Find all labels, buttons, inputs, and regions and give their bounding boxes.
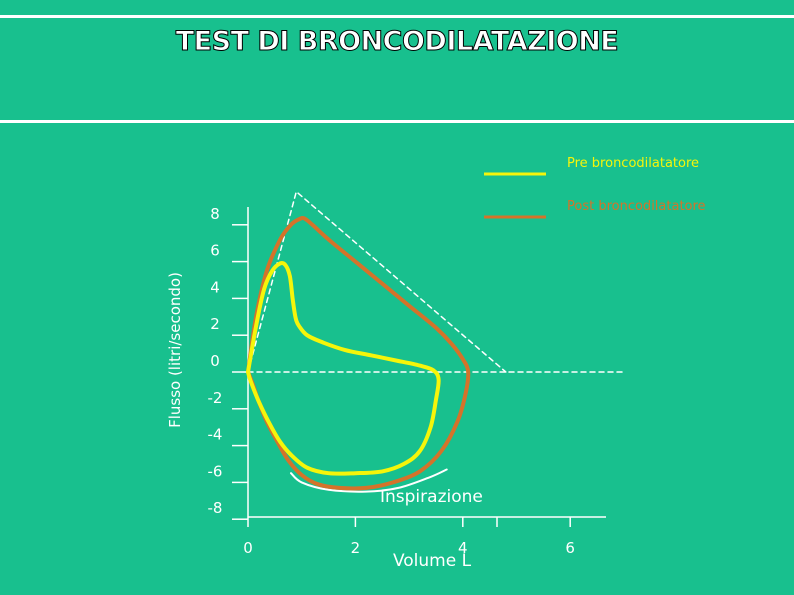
y-tick-label: 2 <box>210 315 220 333</box>
y-ticks: 8 6 4 2 0 -2 -4 -6 -8 <box>208 205 248 520</box>
x-tick-label: 2 <box>351 539 361 557</box>
x-tick-label: 0 <box>243 539 253 557</box>
predicted-inspiration-curve <box>290 468 448 493</box>
y-tick-label: -2 <box>208 389 223 407</box>
legend-label: Post broncodilatatore <box>567 199 706 214</box>
legend-label: Pre broncodilatatore <box>567 156 699 171</box>
y-tick-label: -4 <box>208 426 223 444</box>
pre-bronchodilator-series <box>246 261 441 476</box>
y-axis-label: Flusso (litri/secondo) <box>166 272 184 428</box>
predicted-expiration-dashed-line <box>247 190 507 373</box>
y-tick-label: 4 <box>210 278 220 296</box>
x-axis-label: Volume L <box>393 551 472 571</box>
top-rule <box>0 15 794 18</box>
x-ticks: 0 2 4 6 <box>243 517 575 557</box>
y-tick-label: -6 <box>208 462 223 480</box>
series-layer <box>246 190 625 493</box>
y-tick-label: -8 <box>208 499 223 517</box>
title-underline-rule <box>0 120 794 123</box>
y-tick-label: 6 <box>210 242 220 260</box>
inspirazione-annotation: Inspirazione <box>380 487 483 507</box>
x-tick-label: 4 <box>458 539 468 557</box>
chart-axes <box>247 207 606 518</box>
chart-legend: Pre broncodilatatore Post broncodilatator… <box>484 156 706 219</box>
y-tick-label: 8 <box>210 205 220 223</box>
y-tick-label: 0 <box>210 352 220 370</box>
x-tick-label: 6 <box>565 539 575 557</box>
page-title: TEST DI BRONCODILATAZIONE <box>175 26 619 58</box>
post-bronchodilator-series <box>246 215 471 491</box>
